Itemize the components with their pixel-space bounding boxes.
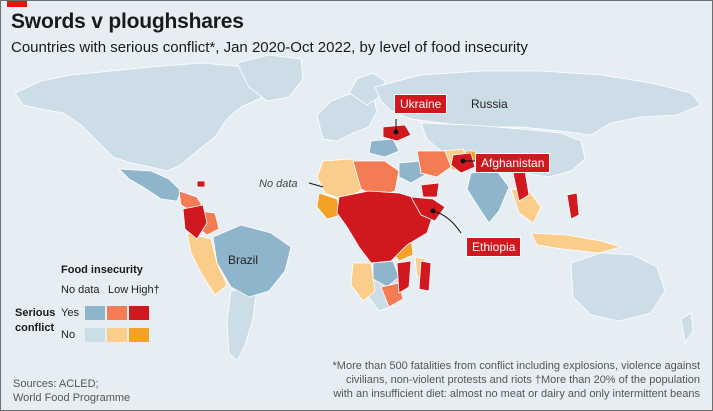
southern-africa-orange [350, 262, 376, 302]
callout-ethiopia: Ethiopia [466, 237, 522, 257]
madagascar [418, 260, 432, 292]
label-no-data: No data [259, 178, 298, 190]
chart-title: Swords v ploughshares [11, 10, 244, 33]
legend-col-low: Low [108, 284, 129, 296]
greenland [236, 54, 304, 102]
callout-ukraine: Ukraine [394, 94, 448, 114]
indonesia [530, 232, 623, 254]
new-zealand [680, 312, 694, 345]
legend-row-title: Serious conflict [15, 306, 55, 336]
label-russia: Russia [471, 97, 508, 111]
sources-line-2: World Food Programme [13, 392, 131, 404]
legend-swatch-yes-low [107, 306, 127, 320]
philippines [566, 192, 580, 220]
legend-swatch-no-low [107, 328, 127, 342]
europe [316, 92, 378, 142]
footnote-line-2: civilians, non-violent protests and riot… [345, 374, 700, 386]
west-africa-amber [316, 192, 342, 220]
legend-row-title-line2: conflict [15, 322, 55, 334]
legend-row-yes: Yes [61, 307, 79, 319]
legend-swatch-yes-no-data [85, 306, 105, 320]
sahel-central-africa [336, 190, 434, 264]
sources: Sources: ACLED; World Food Programme [13, 377, 130, 405]
legend-col-high: High† [131, 284, 160, 296]
south-america-west [186, 232, 228, 296]
legend-swatch-no-high [129, 328, 149, 342]
middle-east-blue [398, 160, 426, 184]
legend-swatch-yes-high [129, 306, 149, 320]
mozambique [396, 260, 412, 294]
mexico [117, 168, 182, 202]
footnote-line-1: *More than 500 fatalities from conflict … [332, 360, 700, 372]
south-africa-coral [380, 282, 404, 308]
label-brazil: Brazil [228, 253, 259, 267]
australia [570, 252, 666, 322]
brazil [212, 224, 292, 298]
sources-line-1: Sources: ACLED; [13, 378, 99, 390]
india [466, 170, 510, 224]
colombia-venezuela [182, 204, 208, 240]
russia [374, 70, 702, 136]
south-america-south [226, 286, 258, 362]
north-africa-coral [352, 160, 400, 198]
legend-col-no-data: No data [61, 284, 100, 296]
legend-row-no: No [61, 329, 76, 341]
legend-swatch-no-no-data [85, 328, 105, 342]
legend-title: Food insecurity [61, 264, 143, 276]
north-america-landmass [14, 62, 272, 172]
haiti [196, 180, 206, 188]
ukraine-region-blue [368, 138, 400, 158]
legend-row-title-line1: Serious [15, 307, 56, 319]
economist-red-tab [7, 1, 27, 7]
footnote: *More than 500 fatalities from conflict … [300, 359, 700, 401]
footnote-line-3: with an insufficient diet: almost no mea… [333, 388, 700, 400]
scandinavia [348, 72, 386, 106]
yemen [420, 182, 440, 198]
middle-east-coral [416, 150, 452, 178]
callout-afghanistan: Afghanistan [475, 153, 551, 173]
chart-subtitle: Countries with serious conflict*, Jan 20… [11, 39, 528, 56]
